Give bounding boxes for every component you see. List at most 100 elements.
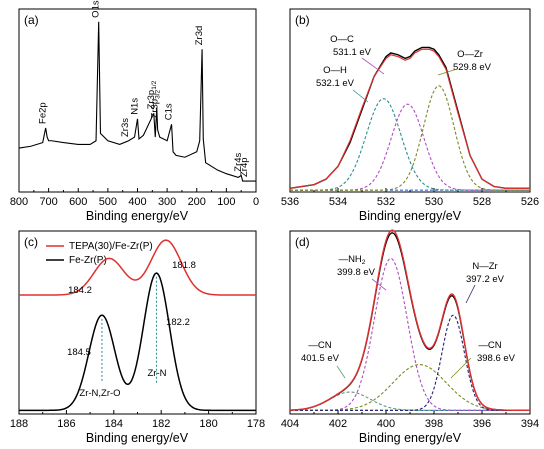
annotation-o-zr-energy: 529.8 eV: [453, 62, 492, 73]
panel-c-x-tick-label: 188: [10, 418, 28, 430]
annotation-cn-398-label: —CN: [478, 340, 501, 351]
peak-label-182-2: 182.2: [166, 317, 190, 328]
panel-d-curves: [289, 229, 530, 412]
panel-b-fit-envelope: [289, 48, 530, 189]
panel-c-x-tick-label: 182: [152, 418, 170, 430]
panel-b-x-tick-label: 528: [473, 196, 491, 208]
panel-b-frame: [289, 8, 531, 193]
annotation-cn-398-energy: 398.6 eV: [477, 353, 516, 364]
panel-b: (b) 536 534 532 530 528 526 O—C 531.1 eV O—H …: [281, 8, 539, 223]
panel-d-raw-spectrum: [289, 232, 530, 412]
annotation-n-zr-energy: 397.2 eV: [466, 274, 505, 285]
annotation-cn-398-leader: [450, 357, 472, 379]
annotation-o-h-label: O—H: [323, 65, 347, 76]
panel-c-tepa-spectrum: [19, 239, 256, 296]
panel-d-frame: [289, 230, 531, 415]
panel-c-x-tick-label: 180: [199, 418, 217, 430]
annotation-o-zr-label: O—Zr: [457, 49, 483, 60]
survey-peak-label: Zr4p: [239, 157, 250, 177]
survey-peak-label: Zr4s: [233, 152, 244, 171]
panel-a-survey-spectrum: [18, 21, 256, 182]
panel-b-tag: (b): [295, 13, 310, 27]
panel-a-x-tick-label: 300: [158, 196, 176, 208]
panel-c-x-ticks: 188 186 184 182 180 178: [10, 410, 265, 430]
annotation-nh2-energy: 399.8 eV: [337, 267, 376, 278]
panel-b-fit-component: [290, 98, 530, 191]
panel-d-tag: (d): [295, 235, 310, 249]
panel-c-x-tick-label: 186: [57, 418, 75, 430]
survey-peak-label: N1s: [130, 98, 141, 115]
panel-b-x-tick-label: 530: [425, 196, 443, 208]
panel-c-legend: TEPA(30)/Fe-Zr(P) Fe-Zr(P): [46, 241, 153, 266]
panel-a-tag: (a): [24, 13, 39, 27]
panel-a-x-title: Binding energy/eV: [86, 209, 189, 223]
panel-a: (a) 800 700 600 500 400 300 200 100 0 Fe2p O1s Zr3…: [10, 0, 259, 223]
annotation-n-zr-leader: [465, 284, 476, 304]
panel-b-x-ticks: 536 534 532 530 528 526: [281, 188, 539, 208]
panel-b-x-title: Binding energy/eV: [359, 209, 462, 223]
legend-label-tepa: TEPA(30)/Fe-Zr(P): [69, 241, 153, 252]
panel-d-x-tick-label: 404: [281, 418, 299, 430]
peak-label-184-5: 184.5: [67, 347, 91, 358]
panel-a-x-tick-label: 800: [10, 196, 28, 208]
annotation-o-c-label: O—C: [330, 34, 354, 45]
panel-d-x-tick-label: 398: [425, 418, 443, 430]
panel-b-x-tick-label: 536: [281, 196, 299, 208]
panel-b-x-tick-label: 526: [521, 196, 539, 208]
survey-peak-label: C1s: [164, 103, 175, 120]
panel-c-x-title: Binding energy/eV: [86, 431, 189, 445]
panel-b-x-tick-label: 532: [377, 196, 395, 208]
panel-a-x-tick-label: 0: [253, 196, 259, 208]
survey-peak-label: O1s: [91, 0, 102, 18]
panel-a-x-tick-label: 700: [39, 196, 57, 208]
panel-b-curves: [289, 46, 530, 191]
panel-a-x-tick-label: 500: [99, 196, 117, 208]
annotation-cn-401-label: —CN: [308, 340, 331, 351]
survey-peak-label: Fe2p: [38, 102, 49, 124]
panel-b-fit-component: [290, 85, 530, 191]
annotation-o-c-energy: 531.1 eV: [333, 47, 372, 58]
panel-d-x-tick-label: 394: [521, 418, 539, 430]
panel-a-x-ticks: 800 700 600 500 400 300 200 100 0: [10, 188, 259, 208]
peak-label-184-2: 184.2: [68, 285, 92, 296]
panel-d-fit-component: [290, 314, 530, 411]
panel-b-fit-component: [290, 103, 530, 191]
panel-d-x-tick-label: 396: [473, 418, 491, 430]
panel-a-x-tick-label: 100: [217, 196, 235, 208]
annotation-nh2-label: —NH2: [339, 254, 366, 266]
panel-b-annotations: O—C 531.1 eV O—H 532.1 eV O—Zr 529.8 eV: [316, 34, 492, 103]
annotation-o-h-energy: 532.1 eV: [316, 78, 355, 89]
panel-a-x-tick-label: 600: [69, 196, 87, 208]
panel-d-x-tick-label: 402: [329, 418, 347, 430]
panel-c-frame: [18, 230, 257, 415]
panel-c-x-tick-label: 178: [247, 418, 265, 430]
panel-d-fit-component: [290, 364, 530, 411]
panel-c-tag: (c): [24, 235, 38, 249]
panel-a-x-tick-label: 200: [188, 196, 206, 208]
panel-c-curves: [19, 239, 256, 412]
annotation-cn-401-leader: [336, 365, 346, 379]
annotation-o-h-leader: [352, 89, 369, 103]
annotation-cn-401-energy: 401.5 eV: [301, 353, 340, 364]
panel-d-x-tick-label: 400: [377, 418, 395, 430]
assignment-zr-n-zr-o: Zr-N,Zr-O: [79, 388, 120, 399]
panel-d-x-title: Binding energy/eV: [359, 431, 462, 445]
survey-peak-label: Zr3s: [120, 118, 131, 137]
panel-d-annotations: —NH2 399.8 eV N—Zr 397.2 eV —CN 401.5 eV…: [301, 254, 516, 379]
panel-c-x-tick-label: 184: [105, 418, 123, 430]
panel-a-x-tick-label: 400: [128, 196, 146, 208]
survey-peak-label: Zr3p1/2: [146, 80, 158, 109]
peak-label-181-8: 181.8: [172, 260, 196, 271]
panel-b-x-tick-label: 534: [329, 196, 347, 208]
panel-c-annotations: 184.2 181.8 184.5 182.2 Zr-N,Zr-O Zr-N: [67, 260, 196, 399]
survey-peak-label: Zr3p3/2: [149, 89, 161, 118]
panel-d-fit-envelope: [289, 229, 530, 412]
legend-label-fe-zr: Fe-Zr(P): [69, 255, 107, 266]
panel-d-x-ticks: 404 402 400 398 396 394: [281, 410, 539, 430]
assignment-zr-n: Zr-N: [148, 368, 167, 379]
annotation-nh2-leader: [371, 278, 387, 291]
survey-peak-label: Zr3d: [194, 26, 205, 46]
annotation-o-c-leader: [361, 57, 385, 75]
